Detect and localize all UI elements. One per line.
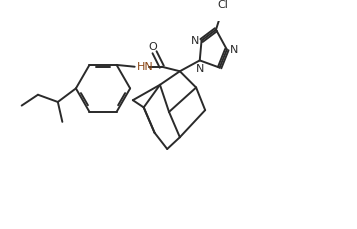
- Text: N: N: [196, 64, 204, 74]
- Text: Cl: Cl: [217, 0, 228, 10]
- Text: O: O: [149, 42, 157, 52]
- Text: HN: HN: [136, 62, 153, 72]
- Text: N: N: [191, 35, 199, 46]
- Text: N: N: [230, 45, 238, 55]
